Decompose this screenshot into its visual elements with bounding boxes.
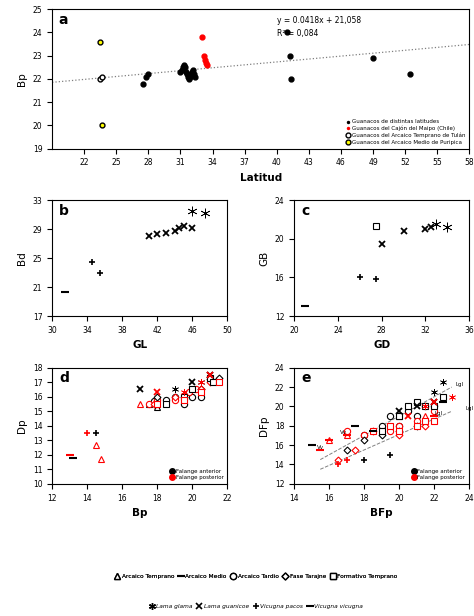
Y-axis label: GB: GB [259, 251, 269, 265]
Y-axis label: Bp: Bp [17, 72, 27, 86]
Text: d: d [59, 371, 69, 385]
Text: a: a [58, 14, 68, 28]
Y-axis label: DFp: DFp [259, 416, 269, 436]
X-axis label: Bp: Bp [132, 508, 147, 518]
Text: Vv: Vv [339, 430, 346, 435]
Text: Vv: Vv [317, 445, 324, 450]
Legend: Falange anterior, Falange posterior: Falange anterior, Falange posterior [168, 468, 225, 481]
Text: Lgl: Lgl [455, 382, 463, 387]
Text: b: b [59, 203, 69, 217]
X-axis label: Latitud: Latitud [239, 173, 282, 183]
X-axis label: BFp: BFp [370, 508, 393, 518]
Text: Lgl: Lgl [434, 411, 442, 416]
Legend: Falange anterior, Falange posterior: Falange anterior, Falange posterior [410, 468, 466, 481]
Text: y = 0.0418x + 21,058
R² = 0,084: y = 0.0418x + 21,058 R² = 0,084 [277, 16, 362, 38]
Legend: Guanacos de distintas latitudes, Guanacos del Cajón del Maipo (Chile), Guanacos : Guanacos de distintas latitudes, Guanaco… [345, 118, 466, 146]
Text: e: e [301, 371, 310, 385]
Y-axis label: Bd: Bd [17, 251, 27, 265]
Text: Lgl: Lgl [466, 406, 474, 411]
X-axis label: GL: GL [132, 341, 147, 351]
Legend: Lama glama, Lama guanicoe, Vicugna pacos, Vicugna vicugna: Lama glama, Lama guanicoe, Vicugna pacos… [148, 604, 364, 610]
Legend: Arcaico Temprano, Arcaico Medio, Arcaico Tardio, Fase Tarajne, Formativo Tempran: Arcaico Temprano, Arcaico Medio, Arcaico… [114, 573, 398, 579]
X-axis label: GD: GD [373, 341, 390, 351]
Y-axis label: Dp: Dp [17, 418, 27, 433]
Text: c: c [301, 203, 309, 217]
